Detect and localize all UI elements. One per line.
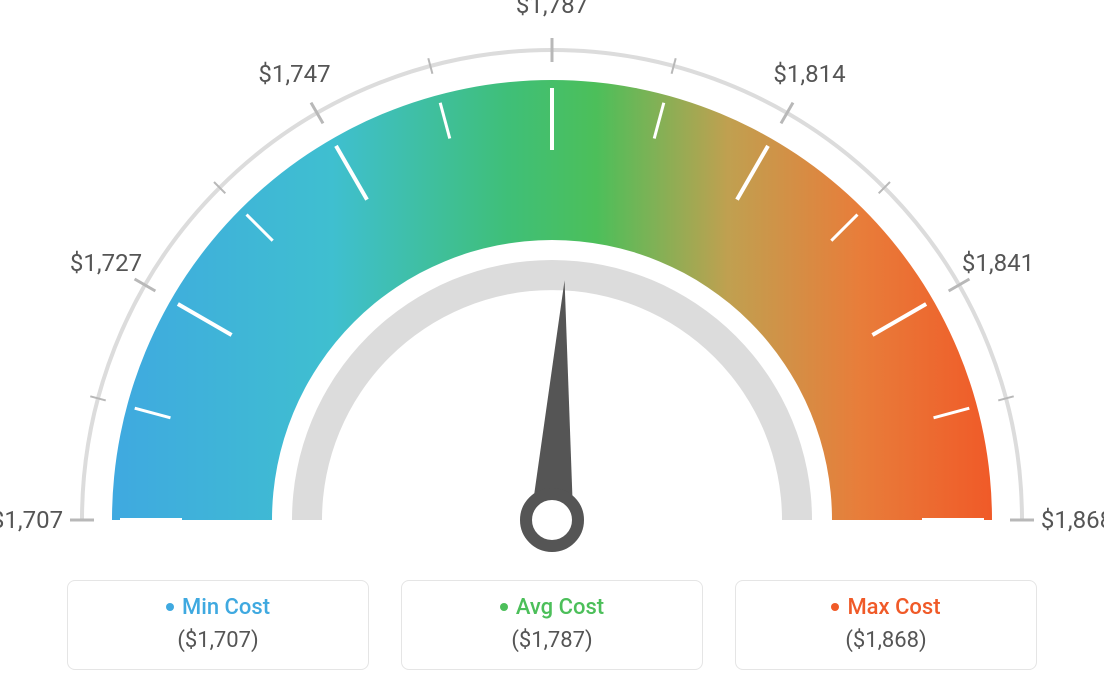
gauge-tick-label: $1,747 xyxy=(258,60,330,88)
cost-gauge-chart: $1,707 $1,727 $1,747 $1,787 $1,814 $1,841 $1,8… xyxy=(0,0,1104,690)
gauge-tick-label: $1,707 xyxy=(0,506,63,534)
gauge-svg xyxy=(0,0,1104,560)
dot-avg xyxy=(500,603,508,611)
gauge-tick-label: $1,727 xyxy=(70,249,142,277)
legend-card-avg: Avg Cost ($1,787) xyxy=(401,580,703,670)
legend-value-avg: ($1,787) xyxy=(402,628,702,653)
dot-min xyxy=(166,603,174,611)
legend-title-min: Min Cost xyxy=(68,595,368,620)
legend-title-avg: Avg Cost xyxy=(402,595,702,620)
legend-card-min: Min Cost ($1,707) xyxy=(67,580,369,670)
gauge-tick-label: $1,814 xyxy=(773,60,845,88)
legend-title-max: Max Cost xyxy=(736,595,1036,620)
gauge-tick-label: $1,787 xyxy=(516,0,588,19)
legend-title-avg-text: Avg Cost xyxy=(516,595,604,620)
legend-title-max-text: Max Cost xyxy=(847,595,940,620)
legend-card-max: Max Cost ($1,868) xyxy=(735,580,1037,670)
dot-max xyxy=(831,603,839,611)
gauge-tick-label: $1,841 xyxy=(962,249,1034,277)
legend-value-min: ($1,707) xyxy=(68,628,368,653)
gauge-tick-label: $1,868 xyxy=(1041,506,1104,534)
legend-row: Min Cost ($1,707) Avg Cost ($1,787) Max … xyxy=(0,580,1104,670)
gauge-area: $1,707 $1,727 $1,747 $1,787 $1,814 $1,841 $1,8… xyxy=(0,0,1104,560)
legend-value-max: ($1,868) xyxy=(736,628,1036,653)
legend-title-min-text: Min Cost xyxy=(182,595,270,620)
